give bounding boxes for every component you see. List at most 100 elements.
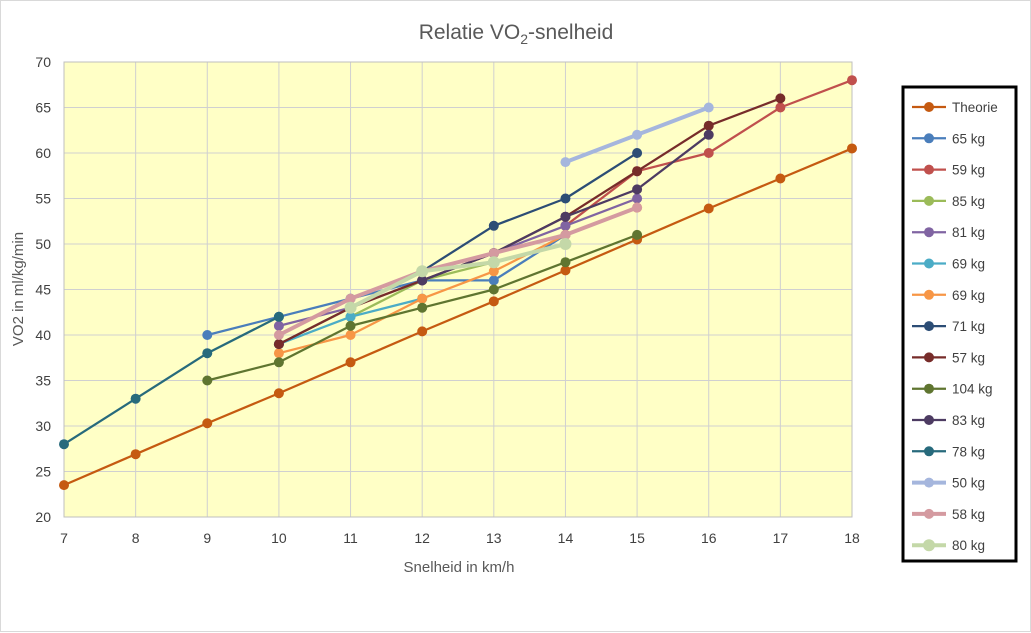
data-point xyxy=(345,330,356,340)
x-axis-ticks: 7 8 9 10 11 12 13 14 15 16 17 18 xyxy=(60,530,860,546)
y-tick-label: 25 xyxy=(35,464,51,480)
legend-swatch-marker xyxy=(924,446,934,457)
legend-entry: 59 kg xyxy=(912,163,985,178)
y-tick-label: 60 xyxy=(35,145,51,161)
data-point xyxy=(560,193,571,204)
data-point xyxy=(775,173,786,184)
y-tick-label: 50 xyxy=(35,236,51,252)
data-point xyxy=(488,284,499,295)
legend-label: Theorie xyxy=(952,100,998,115)
chart-title-prefix: Relatie VO xyxy=(419,21,521,44)
y-axis-title: VO2 in ml/kg/min xyxy=(10,232,27,346)
data-point xyxy=(632,193,643,204)
chart-title-suffix: -snelheid xyxy=(528,21,613,44)
series-14 xyxy=(344,238,572,314)
x-tick-label: 17 xyxy=(773,530,789,546)
legend-label: 69 kg xyxy=(952,288,985,303)
data-point xyxy=(202,375,213,386)
data-point xyxy=(488,275,499,286)
y-axis-ticks: 20 25 30 35 40 45 50 55 60 65 70 xyxy=(35,54,51,525)
data-point xyxy=(632,202,643,213)
data-point xyxy=(345,357,356,368)
data-point xyxy=(775,93,786,104)
legend-swatch-marker xyxy=(924,195,934,206)
series-0 xyxy=(59,143,857,491)
legend: Theorie 65 kg 59 kg 85 kg 81 kg 69 kg 69 kg 71 … xyxy=(901,85,1018,563)
data-point xyxy=(632,184,643,195)
x-tick-label: 9 xyxy=(203,530,211,546)
data-point xyxy=(632,229,643,240)
data-point xyxy=(775,102,786,113)
series-12 xyxy=(560,102,714,168)
x-tick-label: 13 xyxy=(486,530,502,546)
data-point xyxy=(488,296,499,307)
x-tick-label: 12 xyxy=(414,530,430,546)
data-point xyxy=(560,229,571,240)
data-point xyxy=(632,129,643,140)
x-tick-label: 14 xyxy=(558,530,574,546)
data-point xyxy=(273,357,284,368)
series-11 xyxy=(59,311,284,450)
legend-entry: 83 kg xyxy=(912,413,985,428)
legend-entry: 85 kg xyxy=(912,194,985,209)
legend-swatch-marker xyxy=(924,383,934,394)
data-point xyxy=(202,330,213,340)
legend-label: 83 kg xyxy=(952,413,985,428)
series-9 xyxy=(202,229,643,386)
legend-swatch-marker xyxy=(924,133,934,144)
data-point xyxy=(130,449,141,460)
legend-swatch-marker xyxy=(924,102,934,112)
data-point xyxy=(59,439,69,450)
legend-entry: 81 kg xyxy=(912,225,985,240)
y-tick-label: 20 xyxy=(35,509,51,525)
legend-entry: 69 kg xyxy=(912,257,985,272)
data-point xyxy=(417,275,428,286)
data-point xyxy=(703,120,714,131)
data-point xyxy=(417,293,428,304)
y-tick-label: 55 xyxy=(35,191,51,207)
series-line xyxy=(63,315,280,446)
data-point xyxy=(488,248,499,259)
data-point xyxy=(273,339,284,350)
data-point xyxy=(487,256,500,269)
data-point xyxy=(560,211,571,222)
data-point xyxy=(273,330,284,340)
legend-entry: 104 kg xyxy=(912,382,993,397)
legend-label: 85 kg xyxy=(952,194,985,209)
legend-entry: 71 kg xyxy=(912,319,985,334)
data-point xyxy=(273,311,284,322)
y-tick-label: 70 xyxy=(35,54,51,70)
x-tick-label: 10 xyxy=(271,530,287,546)
series-line xyxy=(349,242,566,310)
data-point xyxy=(344,301,357,314)
legend-label: 58 kg xyxy=(952,507,985,522)
legend-swatch-marker xyxy=(924,164,934,175)
legend-entry: Theorie xyxy=(912,100,998,115)
x-axis-title: Snelheid in km/h xyxy=(404,559,515,576)
data-point xyxy=(703,148,714,158)
legend-swatch-marker xyxy=(924,321,934,332)
y-tick-label: 40 xyxy=(35,327,51,343)
legend-swatch-marker xyxy=(924,258,934,269)
data-point xyxy=(273,388,284,399)
legend-label: 71 kg xyxy=(952,319,985,334)
legend-label: 104 kg xyxy=(952,382,993,397)
data-point xyxy=(560,257,571,268)
x-tick-label: 18 xyxy=(844,530,860,546)
data-point xyxy=(416,265,429,278)
data-point xyxy=(273,348,284,359)
data-point xyxy=(560,157,571,168)
x-tick-label: 15 xyxy=(629,530,645,546)
legend-label: 57 kg xyxy=(952,350,985,365)
legend-entry: 80 kg xyxy=(912,538,985,553)
series-layer xyxy=(59,75,857,491)
data-point xyxy=(417,302,428,313)
legend-entry: 57 kg xyxy=(912,350,985,365)
legend-swatch-marker xyxy=(923,539,935,552)
data-point xyxy=(417,326,428,337)
x-tick-label: 11 xyxy=(343,530,358,546)
x-tick-label: 16 xyxy=(701,530,717,546)
data-point xyxy=(345,311,356,322)
